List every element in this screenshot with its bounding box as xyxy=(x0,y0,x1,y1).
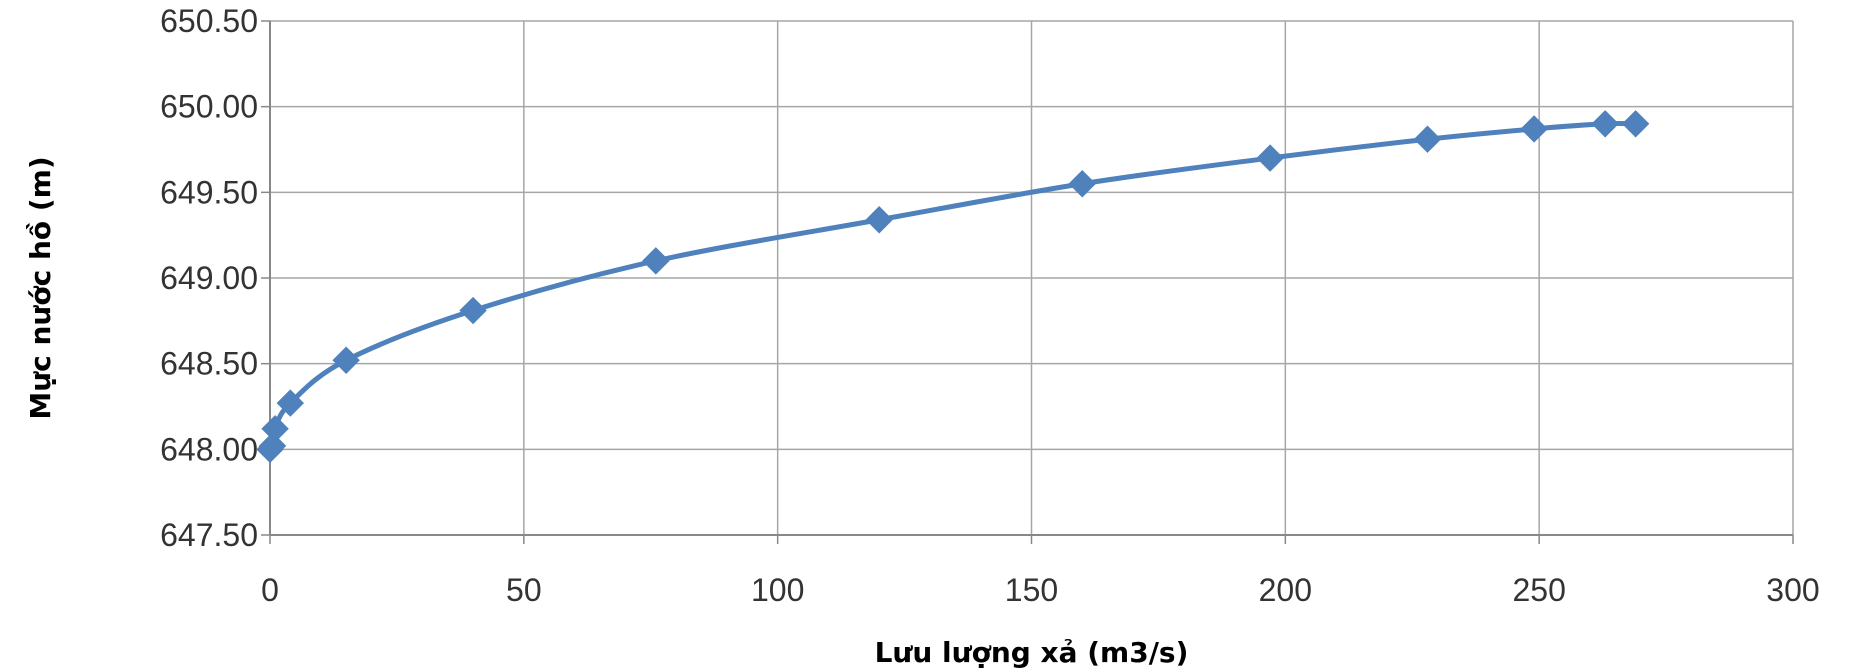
y-axis-title: Mực nước hồ (m) xyxy=(24,156,57,419)
series-line xyxy=(267,120,1639,452)
data-point-marker xyxy=(1621,110,1650,138)
data-point-marker xyxy=(865,206,893,234)
data-point-marker xyxy=(332,346,360,374)
y-tick-label: 649.50 xyxy=(160,174,258,210)
data-point-marker xyxy=(1413,125,1442,153)
x-tick-labels: 0 50 100 150 200 250 300 xyxy=(261,572,1820,608)
data-point-marker xyxy=(1591,110,1619,138)
data-point-marker xyxy=(1068,170,1096,198)
gridlines xyxy=(269,20,1794,536)
data-point-marker xyxy=(1520,115,1548,143)
axes xyxy=(261,20,1794,544)
x-tick-label: 100 xyxy=(751,572,804,608)
x-tick-label: 200 xyxy=(1259,572,1312,608)
data-point-marker xyxy=(642,247,670,275)
data-point-marker xyxy=(459,296,487,325)
y-tick-label: 650.00 xyxy=(160,89,258,125)
y-tick-label: 648.50 xyxy=(160,346,258,382)
data-point-marker xyxy=(1256,144,1284,172)
x-tick-label: 0 xyxy=(261,572,279,608)
y-tick-label: 647.50 xyxy=(160,517,258,553)
x-axis-title: Lưu lượng xả (m3/s) xyxy=(875,636,1189,669)
x-tick-label: 150 xyxy=(1005,572,1058,608)
series-layer xyxy=(267,120,1639,452)
y-tick-label: 648.00 xyxy=(160,431,258,467)
data-point-marker xyxy=(276,389,305,417)
y-tick-labels: 647.50 648.00 648.50 649.00 649.50 650.00 650.… xyxy=(160,3,258,553)
data-point-marker xyxy=(258,432,287,460)
y-tick-label: 650.50 xyxy=(160,3,258,39)
x-tick-label: 300 xyxy=(1766,572,1819,608)
markers-layer xyxy=(256,110,1650,464)
x-tick-label: 50 xyxy=(506,572,542,608)
data-point-marker xyxy=(261,415,289,443)
x-tick-label: 250 xyxy=(1512,572,1565,608)
y-tick-label: 649.00 xyxy=(160,260,258,296)
